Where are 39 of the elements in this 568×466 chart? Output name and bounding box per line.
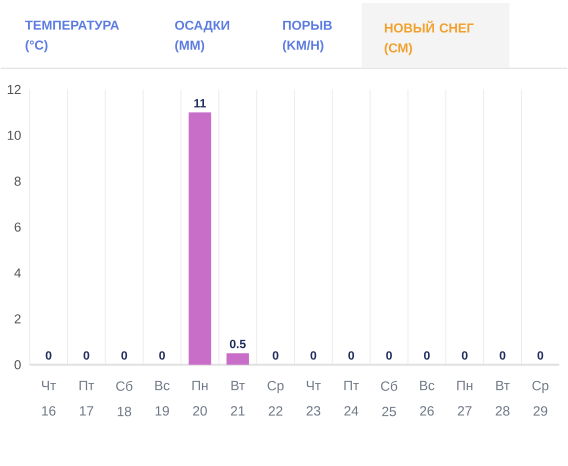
y-tick-label: 8 — [14, 176, 21, 186]
text: ПОРЫВ (KM/H) — [282, 20, 332, 53]
x-tick-label: Вс 19 — [155, 380, 170, 416]
chart-title: НОВЫЙ СНЕГ (СМ) — [384, 20, 474, 56]
y-tick-label: 0 — [14, 360, 21, 370]
data-label: 0 — [424, 351, 430, 360]
y-tick-label: 2 — [14, 314, 21, 324]
data-label: 11 — [194, 99, 206, 108]
text: ТЕМПЕРАТУРА (°C) — [25, 20, 120, 52]
data-label: 0 — [121, 351, 128, 360]
x-tick-label: Пт 24 — [344, 380, 359, 416]
y-tick-label: 10 — [8, 130, 21, 140]
y-tick-label: 4 — [14, 268, 21, 278]
data-label: 0.5 — [230, 340, 246, 348]
x-tick-label: Ср 22 — [268, 380, 284, 416]
data-label: 0 — [386, 351, 392, 360]
y-tick-label: 6 — [14, 222, 21, 232]
text: ОСАДКИ (ММ) — [175, 20, 230, 53]
x-tick-label: Чт 16 — [42, 380, 56, 416]
data-label: 0 — [84, 351, 90, 360]
x-tick-label: Вс 26 — [420, 380, 434, 416]
x-tick-label: Вт 21 — [230, 380, 245, 416]
data-label: 0 — [310, 351, 316, 360]
data-label: 0 — [462, 351, 468, 360]
x-tick-label: Пт 17 — [80, 380, 94, 416]
data-label: 0 — [272, 351, 278, 360]
x-tick-label: Сб 18 — [116, 380, 132, 416]
data-label: 0 — [500, 351, 506, 360]
data-label: 0 — [348, 351, 354, 360]
data-label: 0 — [159, 351, 165, 360]
x-tick-label: Пн 27 — [457, 380, 472, 416]
x-tick-label: Сб 25 — [381, 380, 398, 416]
x-tick-label: Чт 23 — [306, 380, 321, 416]
x-tick-label: Ср 29 — [532, 380, 548, 416]
x-tick-label: Вт 28 — [496, 380, 510, 416]
data-label: 0 — [538, 351, 544, 360]
data-label: 0 — [46, 351, 52, 360]
y-tick-label: 12 — [8, 85, 21, 94]
x-tick-label: Пн 20 — [192, 380, 208, 416]
